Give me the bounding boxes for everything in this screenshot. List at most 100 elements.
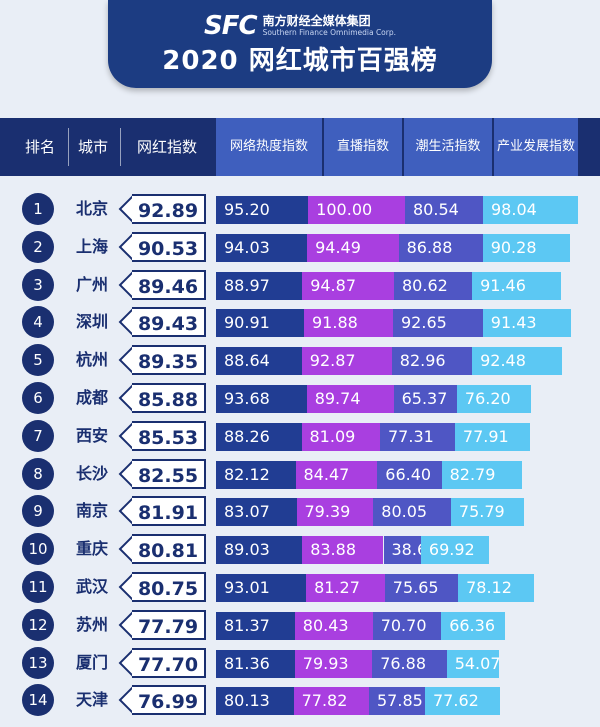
table-row: 11 武汉 80.75 93.01 81.27 75.65 78.12 xyxy=(0,568,600,606)
influencer-index-value: 77.79 xyxy=(132,609,206,640)
bar-industry: 98.04 xyxy=(483,196,578,224)
bar-industry: 91.46 xyxy=(472,271,561,300)
rank-badge: 8 xyxy=(22,457,54,490)
influencer-index-value: 89.46 xyxy=(132,269,206,300)
index-pointer-icon xyxy=(118,307,134,338)
chart-title: 2020 网红城市百强榜 xyxy=(162,46,438,76)
rank-badge: 7 xyxy=(22,419,54,452)
index-pointer-icon xyxy=(118,610,134,640)
index-pointer-icon xyxy=(118,534,134,564)
city-name: 苏州 xyxy=(75,614,108,634)
table-row: 12 苏州 77.79 81.37 80.43 70.70 66.36 xyxy=(0,606,600,644)
bar-heat: 88.26 xyxy=(216,422,302,451)
bar-heat: 94.03 xyxy=(216,233,308,262)
bar-industry: 54.07 xyxy=(446,649,501,678)
influencer-index-value: 81.91 xyxy=(132,496,206,527)
bar-industry: 77.62 xyxy=(425,687,501,716)
influencer-index-value: 85.88 xyxy=(132,383,206,413)
influencer-index-value: 89.35 xyxy=(132,345,206,376)
table-row: 1 北京 92.89 95.20 100.00 80.54 98.04 xyxy=(0,190,600,228)
logo-chinese-name: 南方财经全媒体集团 xyxy=(262,14,371,28)
index-pointer-icon xyxy=(118,496,134,527)
bar-trend: 76.88 xyxy=(372,649,447,678)
logo-english-name: Southern Finance Omnimedia Corp. xyxy=(262,28,396,37)
bar-trend: 86.88 xyxy=(398,233,483,262)
city-name: 成都 xyxy=(75,388,108,407)
header-metric-trend: 潮生活指数 xyxy=(404,118,492,176)
index-pointer-icon xyxy=(118,421,134,451)
bar-live: 80.43 xyxy=(294,611,373,640)
influencer-index-value: 92.89 xyxy=(132,194,206,224)
bar-trend: 70.70 xyxy=(372,611,442,640)
rank-badge: 4 xyxy=(22,306,54,339)
bar-live: 79.93 xyxy=(294,649,373,678)
index-pointer-icon xyxy=(118,647,134,678)
header-index: 网红指数 xyxy=(136,138,197,156)
bar-trend: 82.96 xyxy=(391,347,473,376)
bar-live: 77.82 xyxy=(293,687,369,716)
table-row: 7 西安 85.53 88.26 81.09 77.31 77.91 xyxy=(0,417,600,455)
bar-trend: 80.05 xyxy=(373,498,451,527)
influencer-index-value: 90.53 xyxy=(132,231,206,262)
table-row: 5 杭州 89.35 88.64 92.87 82.96 92.48 xyxy=(0,341,600,379)
header-city: 城市 xyxy=(77,138,108,156)
bar-heat: 95.20 xyxy=(216,196,309,224)
rank-badge: 13 xyxy=(22,646,54,679)
table-row: 9 南京 81.91 83.07 79.39 80.05 75.79 xyxy=(0,492,600,530)
city-name: 天津 xyxy=(75,690,108,710)
bar-live: 100.00 xyxy=(308,196,405,224)
bar-heat: 82.12 xyxy=(216,460,296,489)
city-name: 广州 xyxy=(75,274,108,294)
table-row: 14 天津 76.99 80.13 77.82 57.85 77.62 xyxy=(0,681,600,719)
table-row: 8 长沙 82.55 82.12 84.47 66.40 82.79 xyxy=(0,455,600,493)
bar-trend: 65.37 xyxy=(393,385,457,413)
bar-live: 89.74 xyxy=(306,385,394,413)
bar-heat: 80.13 xyxy=(216,687,294,716)
bar-trend: 57.85 xyxy=(369,687,425,716)
bar-trend: 75.65 xyxy=(384,574,459,602)
rank-badge: 1 xyxy=(22,193,54,225)
bar-live: 79.39 xyxy=(296,498,374,527)
influencer-index-value: 76.99 xyxy=(132,685,206,716)
header-metric-live: 直播指数 xyxy=(324,118,402,176)
rank-badge: 6 xyxy=(22,382,54,414)
table-header: 排名 城市 网红指数 网络热度指数 直播指数 潮生活指数 产业发展指数 xyxy=(0,118,600,176)
logo-text: 南方财经全媒体集团 Southern Finance Omnimedia Cor… xyxy=(263,14,396,38)
table-row: 3 广州 89.46 88.97 94.87 80.62 91.46 xyxy=(0,266,600,304)
bar-live: 92.87 xyxy=(301,347,392,376)
bar-heat: 88.97 xyxy=(216,271,303,300)
bar-industry: 82.79 xyxy=(441,460,522,489)
rank-badge: 11 xyxy=(22,571,54,603)
bar-heat: 81.37 xyxy=(216,611,295,640)
bar-heat: 90.91 xyxy=(216,309,304,338)
bar-live: 84.47 xyxy=(295,460,378,489)
index-pointer-icon xyxy=(118,232,134,262)
rank-badge: 9 xyxy=(22,495,54,528)
table-row: 4 深圳 89.43 90.91 91.88 92.65 91.43 xyxy=(0,303,600,341)
bar-heat: 88.64 xyxy=(216,347,302,376)
rank-badge: 5 xyxy=(22,344,54,377)
table-row: 2 上海 90.53 94.03 94.49 86.88 90.28 xyxy=(0,228,600,266)
bar-trend: 92.65 xyxy=(393,309,483,338)
bar-live: 94.49 xyxy=(307,233,399,262)
bar-live: 81.27 xyxy=(306,574,385,602)
bar-industry: 76.20 xyxy=(456,385,531,413)
bar-industry: 77.91 xyxy=(454,422,531,451)
city-name: 上海 xyxy=(75,236,108,256)
table-row: 6 成都 85.88 93.68 89.74 65.37 76.20 xyxy=(0,379,600,417)
rank-badge: 12 xyxy=(22,608,54,641)
header-metric-industry: 产业发展指数 xyxy=(494,118,578,176)
index-pointer-icon xyxy=(118,345,134,375)
bar-industry: 78.12 xyxy=(458,574,534,602)
title-banner: SFC 南方财经全媒体集团 Southern Finance Omnimedia… xyxy=(108,0,492,88)
table-row: 13 厦门 77.70 81.36 79.93 76.88 54.07 xyxy=(0,644,600,682)
rank-badge: 3 xyxy=(22,268,54,301)
bar-heat: 89.03 xyxy=(216,536,303,565)
influencer-index-value: 89.43 xyxy=(132,307,206,338)
bar-industry: 91.43 xyxy=(482,309,572,338)
bar-industry: 66.36 xyxy=(441,611,506,640)
bar-heat: 81.36 xyxy=(216,649,295,678)
bar-industry: 92.48 xyxy=(472,347,562,376)
influencer-index-value: 80.75 xyxy=(132,572,206,602)
city-name: 西安 xyxy=(75,425,108,445)
